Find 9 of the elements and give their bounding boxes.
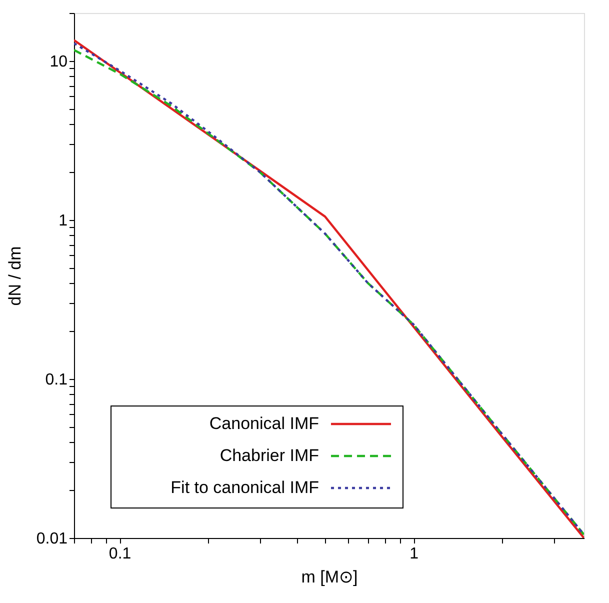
y-axis-title: dN / dm (5, 246, 24, 306)
y-tick-label: 0.01 (36, 530, 68, 548)
y-tick-label: 0.1 (45, 371, 68, 388)
legend-label: Fit to canonical IMF (170, 478, 319, 497)
y-tick-label: 1 (58, 212, 68, 230)
y-tick-label: 10 (50, 53, 68, 70)
legend-label: Chabrier IMF (220, 446, 319, 465)
legend-label: Canonical IMF (209, 414, 319, 433)
x-axis-title: m [M⊙] (301, 568, 358, 586)
